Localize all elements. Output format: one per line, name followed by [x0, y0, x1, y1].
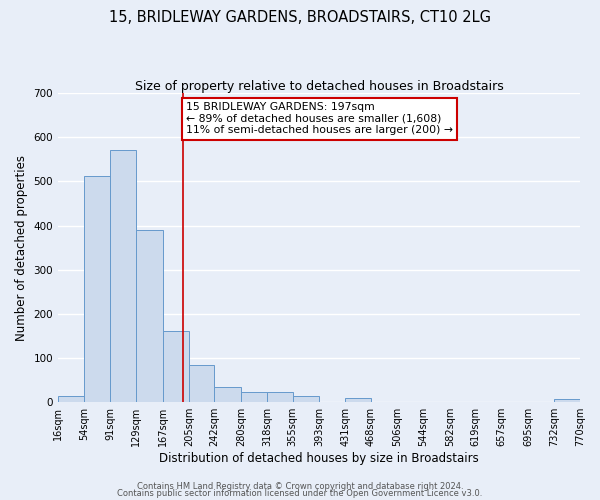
- Bar: [554, 399, 580, 402]
- X-axis label: Distribution of detached houses by size in Broadstairs: Distribution of detached houses by size …: [159, 452, 479, 465]
- Bar: [214, 386, 241, 402]
- Bar: [110, 150, 136, 402]
- Bar: [136, 230, 163, 402]
- Text: 15, BRIDLEWAY GARDENS, BROADSTAIRS, CT10 2LG: 15, BRIDLEWAY GARDENS, BROADSTAIRS, CT10…: [109, 10, 491, 25]
- Text: Contains HM Land Registry data © Crown copyright and database right 2024.: Contains HM Land Registry data © Crown c…: [137, 482, 463, 491]
- Bar: [346, 398, 371, 402]
- Bar: [58, 396, 85, 402]
- Bar: [267, 392, 293, 402]
- Bar: [241, 392, 267, 402]
- Bar: [85, 176, 110, 402]
- Title: Size of property relative to detached houses in Broadstairs: Size of property relative to detached ho…: [134, 80, 503, 93]
- Bar: [293, 396, 319, 402]
- Text: Contains public sector information licensed under the Open Government Licence v3: Contains public sector information licen…: [118, 489, 482, 498]
- Bar: [163, 330, 189, 402]
- Text: 15 BRIDLEWAY GARDENS: 197sqm
← 89% of detached houses are smaller (1,608)
11% of: 15 BRIDLEWAY GARDENS: 197sqm ← 89% of de…: [186, 102, 453, 136]
- Y-axis label: Number of detached properties: Number of detached properties: [15, 154, 28, 340]
- Bar: [189, 365, 214, 402]
